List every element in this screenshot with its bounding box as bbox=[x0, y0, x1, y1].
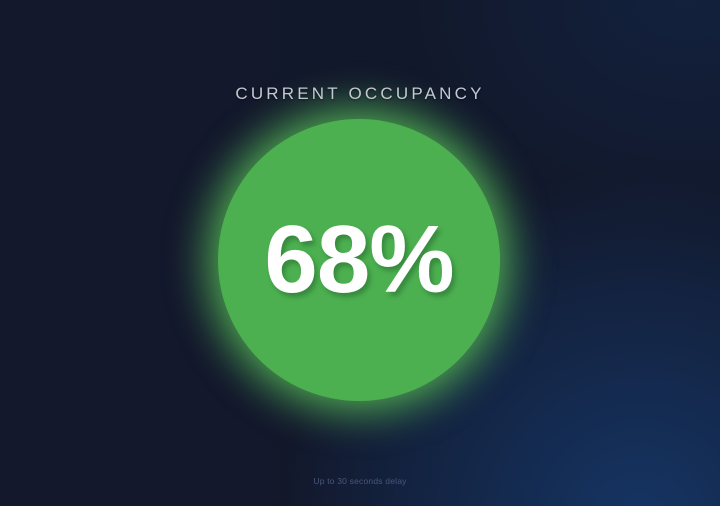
delay-note: Up to 30 seconds delay bbox=[313, 476, 407, 486]
occupancy-gauge: 68% bbox=[170, 71, 548, 449]
gauge-circle: 68% bbox=[218, 119, 500, 401]
page-title: CURRENT OCCUPANCY bbox=[235, 84, 485, 103]
gauge-value-label: 68% bbox=[264, 206, 454, 313]
